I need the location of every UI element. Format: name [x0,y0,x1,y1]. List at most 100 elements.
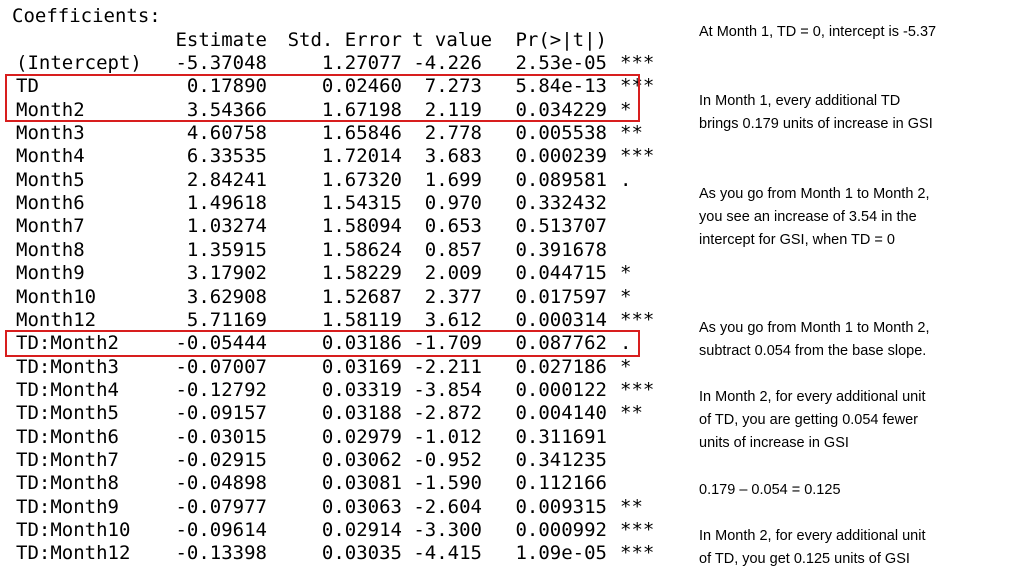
column-header-p-value: Pr(>|t|) [515,29,607,51]
t-value: -0.952 [413,448,482,471]
term-name: Month3 [16,122,85,145]
column-header-row: Estimate Std. Error t value Pr(>|t|) [12,29,652,52]
term-name: TD [16,75,39,98]
estimate-value: 1.49618 [186,192,267,215]
p-value: 0.009315 [515,495,607,518]
table-row: TD:Month5 -0.09157 0.03188 -2.872 0.004140 ** [12,402,652,425]
explanation-notes: At Month 1, TD = 0, intercept is -5.37 In… [699,0,1009,576]
std-error-value: 0.02979 [321,425,402,448]
t-value: -4.415 [413,542,482,565]
significance-code: *** [620,378,655,401]
note-line: In Month 2, for every additional unit [699,528,926,544]
significance-code: ** [620,402,643,425]
significance-code: . [620,332,632,355]
table-row: TD:Month3 -0.07007 0.03169 -2.211 0.027186 * [12,356,652,379]
std-error-value: 0.03063 [321,495,402,518]
estimate-value: 6.33535 [186,145,267,168]
std-error-value: 0.02914 [321,519,402,541]
p-value: 0.112166 [515,472,607,495]
significance-code: * [620,285,632,308]
table-row: Month6 1.49618 1.54315 0.970 0.332432 [12,192,652,215]
std-error-value: 0.03188 [321,402,402,425]
p-value: 5.84e-13 [515,75,607,98]
term-name: TD:Month12 [16,542,131,565]
term-name: Month2 [16,98,85,121]
t-value: 0.857 [424,238,482,261]
estimate-value: 1.03274 [186,215,267,238]
estimate-value: -0.03015 [175,425,267,448]
estimate-value: -0.07977 [175,495,267,518]
t-value: 2.377 [424,285,482,308]
p-value: 2.53e-05 [515,52,607,74]
term-name: TD:Month2 [16,332,119,355]
term-name: Month5 [16,168,85,191]
t-value: -1.012 [413,425,482,448]
note-line: intercept for GSI, when TD = 0 [699,232,895,248]
estimate-value: 0.17890 [186,75,267,98]
p-value: 0.017597 [515,285,607,308]
column-header-t-value: t value [412,29,493,51]
table-row: Month10 3.62908 1.52687 2.377 0.017597 * [12,286,652,309]
t-value: -2.872 [413,402,482,425]
t-value: -1.590 [413,472,482,495]
note-line: subtract 0.054 from the base slope. [699,343,927,359]
t-value: 0.653 [424,215,482,238]
note-block: In Month 1, every additional TD brings 0.… [699,90,1009,136]
p-value: 0.000992 [515,519,607,541]
estimate-value: -0.12792 [175,378,267,401]
table-row: TD:Month8 -0.04898 0.03081 -1.590 0.112166 [12,472,652,495]
estimate-value: 3.54366 [186,98,267,121]
note-line: brings 0.179 units of increase in GSI [699,116,933,132]
significance-code: ** [620,495,643,518]
table-row: Month3 4.60758 1.65846 2.778 0.005538 ** [12,122,652,145]
coefficients-table: Coefficients: Estimate Std. Error t valu… [5,5,655,565]
note-line: At Month 1, TD = 0, intercept is -5.37 [699,24,937,40]
significance-code: *** [620,542,655,565]
t-value: 2.119 [424,98,482,121]
std-error-value: 1.72014 [321,145,402,168]
estimate-value: -0.07007 [175,355,267,378]
std-error-value: 0.03035 [321,542,402,565]
t-value: -1.709 [413,332,482,355]
t-value: -2.604 [413,495,482,518]
term-name: (Intercept) [16,52,142,74]
table-row: Month12 5.71169 1.58119 3.612 0.000314 *** [12,308,655,332]
table-row: TD:Month2 -0.05444 0.03186 -1.709 0.087762. [12,332,652,355]
t-value: 2.009 [424,262,482,285]
significance-code: * [620,355,632,378]
std-error-value: 0.03081 [321,472,402,495]
t-value: 3.612 [424,308,482,331]
std-error-value: 0.03062 [321,448,402,471]
term-name: Month10 [16,285,97,308]
t-value: -3.854 [413,378,482,401]
std-error-value: 1.58229 [321,262,402,285]
term-name: TD:Month4 [16,378,119,401]
t-value: 7.273 [424,75,482,98]
p-value: 0.087762 [515,332,607,355]
term-name: TD:Month10 [16,519,131,541]
note-block: As you go from Month 1 to Month 2, you se… [699,183,1009,252]
term-name: TD:Month6 [16,425,119,448]
p-value: 0.044715 [515,262,607,285]
significance-code: *** [620,145,655,168]
column-header-estimate: Estimate [175,29,267,51]
note-block: In Month 2, for every additional unit of … [699,525,1009,571]
table-row: Month4 6.33535 1.72014 3.683 0.000239 *** [12,145,655,168]
estimate-value: -0.09157 [175,402,267,425]
note-line: As you go from Month 1 to Month 2, [699,320,930,336]
p-value: 0.000122 [515,378,607,401]
significance-code: *** [620,519,655,541]
std-error-value: 0.03186 [321,332,402,355]
t-value: 3.683 [424,145,482,168]
estimate-value: -0.05444 [175,332,267,355]
estimate-value: -0.13398 [175,542,267,565]
table-row: TD:Month4 -0.12792 0.03319 -3.854 0.000122 **… [12,378,655,402]
p-value: 0.027186 [515,355,607,378]
table-row: Month8 1.35915 1.58624 0.857 0.391678 [12,239,652,262]
estimate-value: -0.02915 [175,448,267,471]
significance-code: *** [620,308,655,331]
estimate-value: -0.04898 [175,472,267,495]
p-value: 0.341235 [515,448,607,471]
note-line: 0.179 – 0.054 = 0.125 [699,482,841,498]
term-name: TD:Month8 [16,472,119,495]
